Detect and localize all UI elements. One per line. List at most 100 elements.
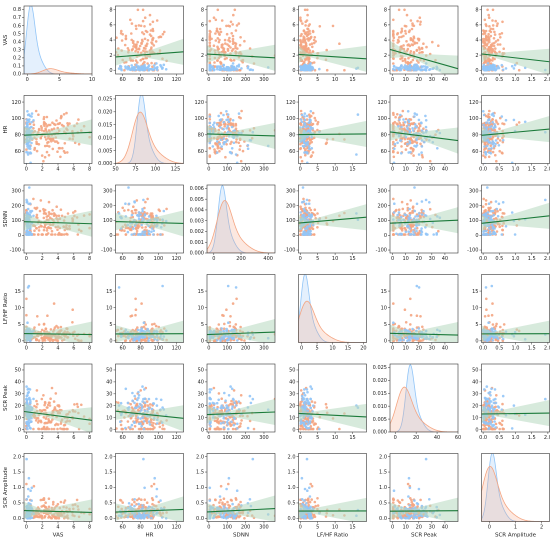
- data-point: [411, 327, 414, 331]
- y-axis-label: HR: [3, 125, 9, 133]
- data-point: [282, 339, 285, 342]
- data-point: [45, 226, 49, 230]
- data-point: [50, 386, 54, 390]
- data-point: [494, 47, 497, 50]
- tick-label: 0: [391, 77, 394, 83]
- data-point: [27, 284, 31, 288]
- data-point: [66, 212, 70, 215]
- data-point: [512, 67, 516, 70]
- data-point: [42, 394, 45, 397]
- data-point: [413, 63, 417, 67]
- tick-label: 200: [286, 203, 296, 209]
- data-point: [146, 197, 149, 201]
- data-point: [490, 113, 494, 116]
- data-point: [137, 24, 141, 27]
- data-point: [213, 148, 216, 151]
- data-point: [124, 37, 128, 40]
- data-point: [143, 233, 146, 236]
- data-point: [498, 225, 502, 229]
- data-point: [55, 119, 58, 122]
- data-point: [37, 128, 41, 132]
- data-point: [420, 68, 424, 72]
- tick-label: 100: [377, 218, 387, 224]
- tick-label: 0: [207, 167, 210, 173]
- data-point: [144, 226, 147, 229]
- tick-label: 0: [299, 256, 302, 262]
- regression-line: [481, 128, 550, 136]
- data-point: [316, 120, 320, 124]
- data-point: [310, 42, 314, 45]
- data-point: [404, 148, 408, 151]
- data-point: [143, 25, 146, 28]
- tick-label: 5: [58, 77, 61, 83]
- data-point: [57, 214, 61, 218]
- tick-label: 120: [172, 77, 182, 83]
- tick-label: 1.5: [528, 256, 536, 262]
- data-point: [246, 65, 250, 68]
- data-point: [486, 42, 489, 45]
- data-point: [487, 208, 491, 212]
- tick-label: 4: [56, 167, 59, 173]
- data-point: [34, 109, 38, 113]
- data-point: [400, 67, 403, 70]
- tick-label: 0: [18, 233, 21, 239]
- data-point: [412, 233, 416, 236]
- data-point: [403, 67, 407, 70]
- data-point: [146, 39, 150, 42]
- data-point: [234, 153, 238, 156]
- data-point: [212, 123, 215, 127]
- data-point: [482, 174, 485, 177]
- data-point: [488, 227, 491, 230]
- data-point: [225, 32, 229, 36]
- data-point: [491, 142, 495, 146]
- tick-label: 15: [198, 289, 204, 295]
- data-point: [311, 29, 315, 33]
- data-point: [409, 323, 412, 326]
- tick-label: 0: [391, 256, 394, 262]
- data-point: [30, 120, 33, 124]
- data-point: [134, 208, 138, 212]
- data-point: [137, 339, 141, 342]
- regression-line: [207, 331, 275, 336]
- data-point: [225, 24, 228, 28]
- data-point: [413, 112, 417, 115]
- data-point: [143, 37, 147, 41]
- data-point: [227, 128, 231, 131]
- tick-label: 5: [18, 322, 21, 328]
- data-point: [129, 228, 132, 231]
- data-point: [417, 46, 421, 49]
- data-point: [409, 138, 413, 141]
- data-point: [144, 29, 148, 33]
- data-point: [59, 116, 63, 120]
- tick-label: 40: [442, 346, 448, 352]
- data-point: [406, 127, 409, 131]
- data-point: [225, 139, 229, 142]
- regression-line: [115, 221, 184, 225]
- data-point: [220, 19, 224, 22]
- data-point: [408, 207, 411, 211]
- data-point: [50, 427, 53, 431]
- data-point: [504, 225, 508, 228]
- data-point: [409, 19, 413, 22]
- data-point: [417, 327, 421, 330]
- data-point: [149, 212, 153, 215]
- data-point: [492, 44, 496, 48]
- data-point: [331, 24, 335, 28]
- data-point: [161, 32, 165, 36]
- data-point: [401, 109, 405, 113]
- data-point: [41, 181, 44, 184]
- data-point: [35, 215, 38, 219]
- data-point: [48, 401, 51, 405]
- data-point: [141, 40, 144, 43]
- tick-label: 0: [212, 256, 215, 262]
- data-point: [222, 137, 225, 140]
- tick-label: 100: [286, 116, 296, 122]
- data-point: [302, 29, 306, 33]
- tick-label: 120: [11, 100, 21, 106]
- data-point: [402, 44, 405, 47]
- data-point: [130, 213, 134, 217]
- tick-label: 10: [15, 305, 21, 311]
- data-point: [492, 213, 496, 217]
- data-point: [309, 126, 312, 129]
